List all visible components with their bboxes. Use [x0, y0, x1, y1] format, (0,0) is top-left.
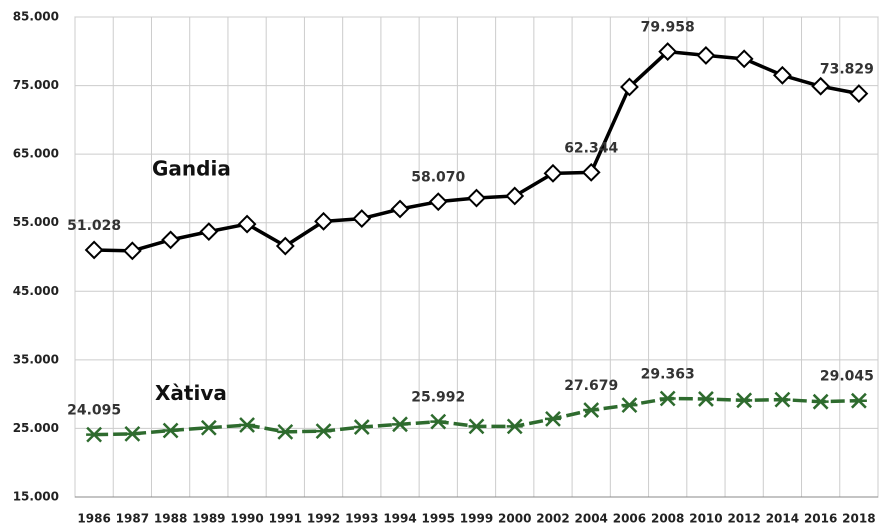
y-tick-label: 85.000 [13, 10, 59, 24]
marker [811, 76, 831, 96]
marker [736, 392, 753, 409]
marker [658, 42, 678, 61]
marker [390, 199, 410, 219]
y-tick-label: 25.000 [13, 421, 59, 435]
marker [620, 77, 639, 97]
marker [314, 211, 333, 231]
marker [543, 163, 563, 183]
marker [122, 241, 142, 261]
marker [467, 188, 486, 208]
data-label: 58.070 [411, 170, 465, 186]
x-tick-label: 2014 [766, 512, 799, 525]
series-name: Xàtiva [155, 381, 227, 405]
data-label: 79.958 [641, 20, 695, 36]
x-tick-label: 1990 [230, 512, 263, 525]
y-tick-label: 65.000 [13, 147, 59, 161]
x-tick-label: 1993 [345, 512, 378, 525]
marker [468, 418, 485, 435]
y-tick-label: 75.000 [13, 78, 59, 92]
data-label: 51.028 [67, 218, 121, 234]
x-tick-label: 2012 [727, 512, 760, 525]
x-tick-label: 2002 [536, 512, 569, 525]
marker [774, 391, 791, 408]
marker [583, 402, 600, 418]
x-tick-label: 1987 [116, 512, 149, 525]
x-tick-label: 2004 [575, 512, 608, 525]
x-tick-label: 2010 [689, 512, 722, 525]
marker [697, 391, 714, 407]
marker [86, 426, 103, 443]
x-tick-label: 1989 [192, 512, 225, 525]
data-label: 73.829 [820, 62, 874, 78]
marker [659, 390, 676, 407]
marker [850, 392, 867, 409]
x-tick-label: 1994 [383, 512, 416, 525]
marker [275, 236, 295, 256]
marker [199, 222, 219, 242]
marker [696, 45, 716, 65]
x-tick-label: 1986 [77, 512, 110, 525]
data-label: 62.344 [564, 140, 618, 156]
data-label: 25.992 [411, 390, 465, 406]
marker [849, 84, 869, 104]
marker [428, 192, 448, 212]
y-tick-label: 15.000 [13, 490, 59, 504]
marker [239, 417, 256, 433]
x-tick-label: 1999 [460, 512, 493, 525]
marker [352, 209, 372, 229]
series-name: Gandia [152, 156, 231, 180]
marker [162, 422, 179, 439]
y-tick-label: 55.000 [13, 215, 59, 229]
data-label: 29.363 [641, 367, 695, 383]
x-tick-label: 2006 [613, 512, 646, 525]
marker [430, 413, 447, 430]
marker [812, 393, 829, 410]
marker [734, 49, 754, 69]
x-tick-label: 2000 [498, 512, 531, 525]
marker [621, 397, 638, 413]
x-tick-label: 1988 [154, 512, 187, 525]
x-tick-label: 1995 [422, 512, 455, 525]
x-tick-label: 2008 [651, 512, 684, 525]
plot-area [74, 16, 879, 498]
marker [315, 423, 332, 440]
marker [237, 214, 257, 234]
x-tick-label: 2016 [804, 512, 837, 525]
data-label: 24.095 [67, 403, 121, 419]
marker [353, 419, 370, 435]
marker [277, 423, 294, 440]
y-tick-label: 45.000 [13, 284, 59, 298]
y-tick-label: 35.000 [13, 352, 59, 366]
data-label: 29.045 [820, 369, 874, 385]
marker [161, 230, 181, 250]
data-label: 27.679 [564, 378, 618, 394]
x-tick-label: 2018 [842, 512, 875, 525]
marker [506, 418, 523, 435]
x-tick-label: 1992 [307, 512, 340, 525]
marker [124, 426, 141, 442]
marker [392, 416, 409, 433]
marker [505, 186, 525, 206]
x-tick-label: 1991 [269, 512, 302, 525]
marker [200, 419, 217, 436]
marker [544, 410, 561, 427]
marker [84, 240, 104, 260]
marker [581, 162, 601, 182]
marker [772, 65, 792, 85]
